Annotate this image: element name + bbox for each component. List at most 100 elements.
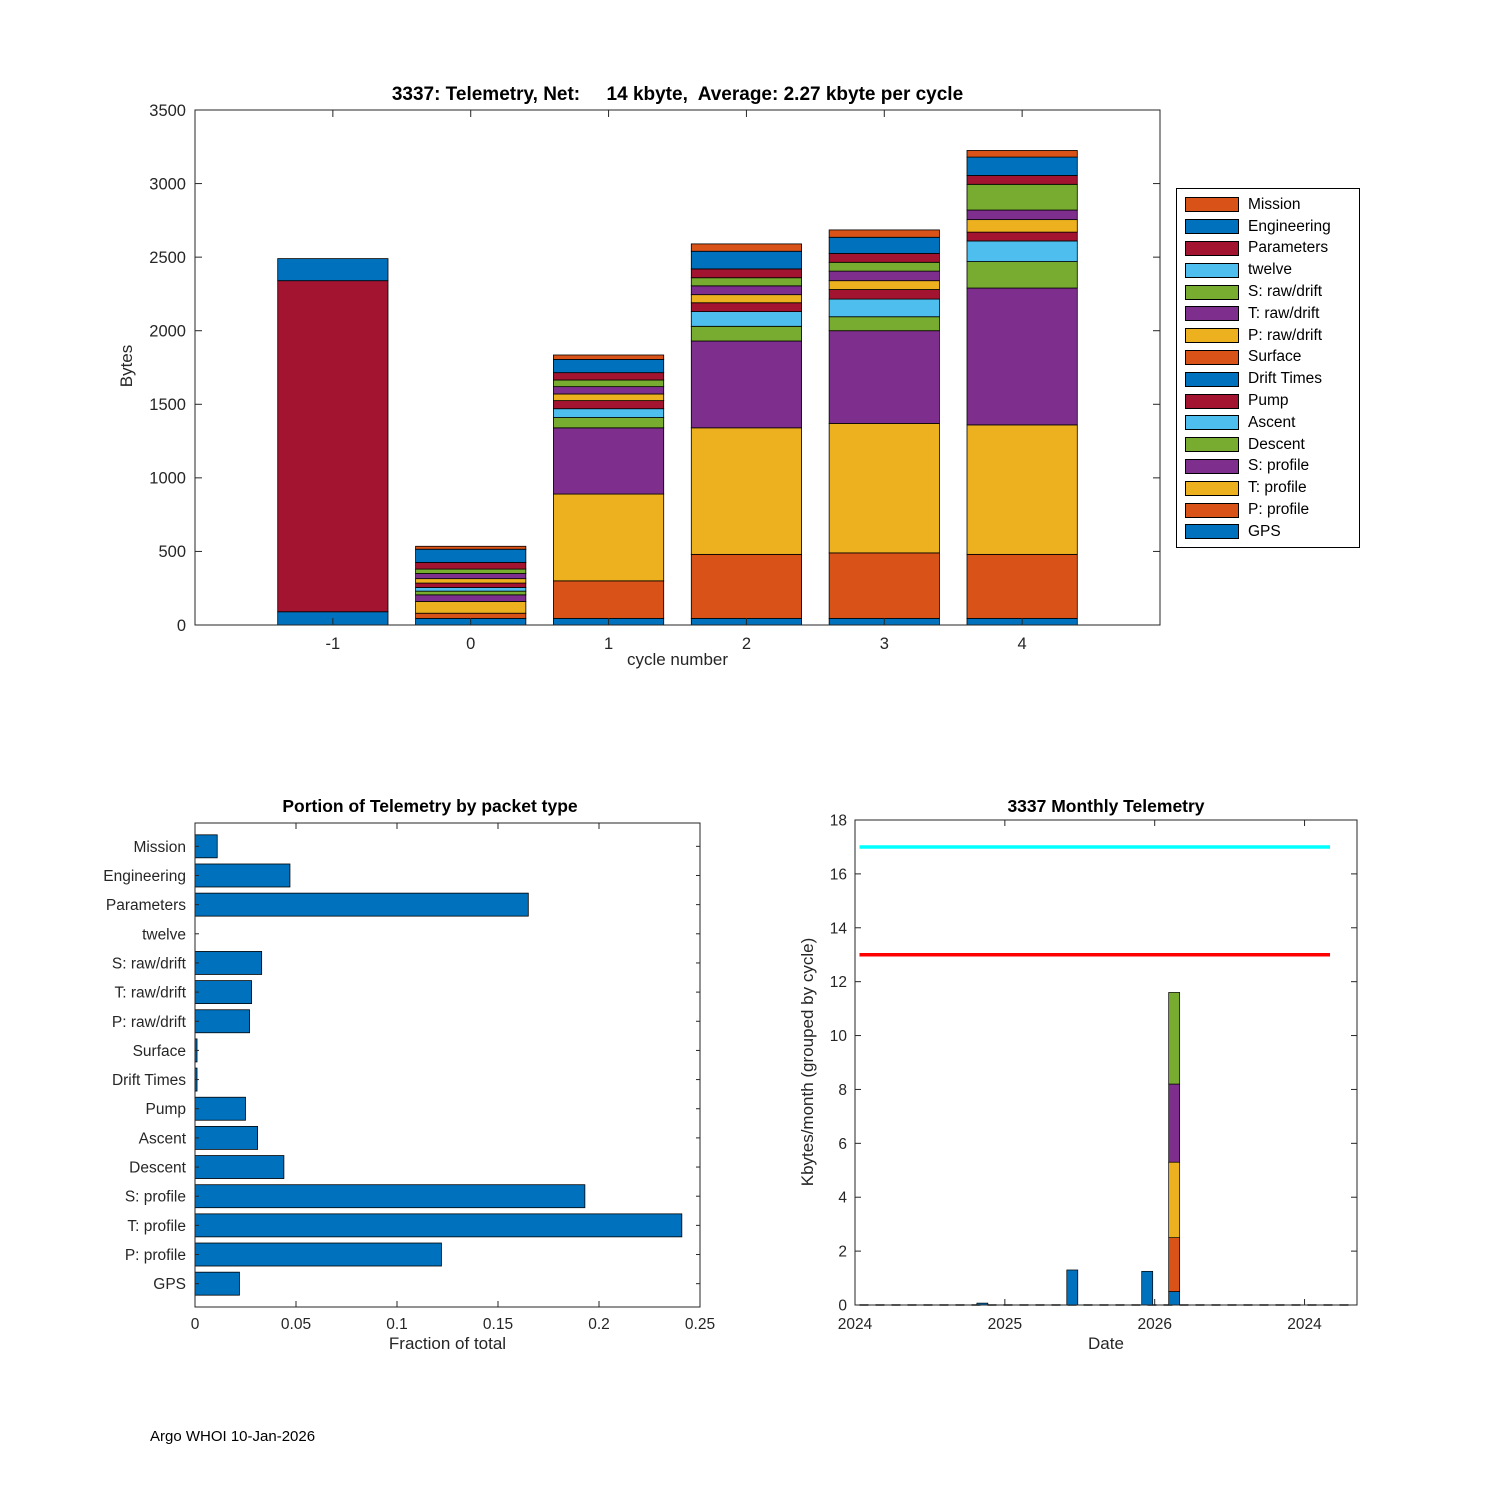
tick-label: 0 xyxy=(191,1316,200,1333)
legend-label: GPS xyxy=(1248,522,1281,540)
tick-label: 2026 xyxy=(1137,1316,1171,1333)
top-chart-title: 3337: Telemetry, Net: 14 kbyte, Average:… xyxy=(391,84,964,105)
tick-label: 18 xyxy=(830,813,847,830)
figure-footer: Argo WHOI 10-Jan-2026 xyxy=(150,1428,316,1445)
tick-label: 3 xyxy=(880,635,889,653)
legend-label: Mission xyxy=(1248,195,1301,213)
tick-label: 1000 xyxy=(149,470,186,488)
legend-item-p-raw-drift: P: raw/drift xyxy=(1185,325,1359,347)
legend-color-patch xyxy=(1185,197,1239,213)
tick-label: Drift Times xyxy=(112,1072,186,1089)
monthly-bar-segment xyxy=(1168,1237,1181,1292)
legend-label: T: profile xyxy=(1248,479,1307,497)
tick-label: Surface xyxy=(133,1043,186,1060)
tick-label: 0 xyxy=(838,1298,847,1315)
tick-label: 2 xyxy=(838,1244,847,1261)
legend-label: T: raw/drift xyxy=(1248,304,1320,322)
tick-label: 8 xyxy=(838,1082,847,1099)
tick-label: 0.1 xyxy=(386,1316,408,1333)
tick-label: 1 xyxy=(604,635,613,653)
legend-label: Surface xyxy=(1248,348,1302,366)
tick-label: 6 xyxy=(838,1136,847,1153)
monthly-bar-segment xyxy=(1168,1083,1181,1163)
legend-color-patch xyxy=(1185,240,1239,256)
monthly-chart-title: 3337 Monthly Telemetry xyxy=(1007,796,1205,816)
tick-label: 3500 xyxy=(149,102,186,120)
tick-label: 0.2 xyxy=(588,1316,610,1333)
legend-color-patch xyxy=(1185,306,1239,322)
tick-label: 2500 xyxy=(149,249,186,267)
legend-item-pump: Pump xyxy=(1185,390,1359,412)
tick-label: 2 xyxy=(742,635,751,653)
tick-label: Pump xyxy=(146,1101,187,1118)
tick-label: 500 xyxy=(158,543,186,561)
legend-label: P: profile xyxy=(1248,501,1310,519)
legend-label: Pump xyxy=(1248,392,1289,410)
tick-label: -1 xyxy=(326,635,341,653)
tick-label: P: raw/drift xyxy=(112,1014,187,1031)
monthly-chart-ylabel: Kbytes/month (grouped by cycle) xyxy=(798,937,817,1187)
top-chart-xlabel: cycle number xyxy=(626,650,729,669)
legend-label: Descent xyxy=(1248,435,1305,453)
legend-color-patch xyxy=(1185,284,1239,300)
legend-item-t-raw-drift: T: raw/drift xyxy=(1185,303,1359,325)
tick-label: twelve xyxy=(142,926,186,943)
tick-label: 3000 xyxy=(149,175,186,193)
legend-item-engineering: Engineering xyxy=(1185,216,1359,238)
tick-label: Descent xyxy=(129,1160,187,1177)
tick-label: 14 xyxy=(830,920,848,937)
legend-item-twelve: twelve xyxy=(1185,259,1359,281)
bar-segment-parameters xyxy=(277,280,389,613)
tick-label: 1500 xyxy=(149,396,186,414)
tick-label: 0.15 xyxy=(483,1316,513,1333)
legend-color-patch xyxy=(1185,349,1239,365)
tick-label: S: raw/drift xyxy=(112,955,187,972)
legend-item-surface: Surface xyxy=(1185,347,1359,369)
legend-color-patch xyxy=(1185,524,1239,540)
legend-item-t-profile: T: profile xyxy=(1185,477,1359,499)
axes-box xyxy=(194,822,701,1308)
tick-label: Ascent xyxy=(139,1130,187,1147)
tick-label: Mission xyxy=(133,839,186,856)
monthly-bar-segment xyxy=(1066,1269,1079,1306)
legend-label: P: raw/drift xyxy=(1248,326,1323,344)
legend-color-patch xyxy=(1185,415,1239,431)
bar-segment-mission xyxy=(690,243,802,252)
monthly-bar-segment xyxy=(1168,1161,1181,1238)
legend-label: S: raw/drift xyxy=(1248,283,1323,301)
tick-label: Parameters xyxy=(106,897,186,914)
legend-color-patch xyxy=(1185,480,1239,496)
legend-color-patch xyxy=(1185,219,1239,235)
legend-item-p-profile: P: profile xyxy=(1185,499,1359,521)
tick-label: 0 xyxy=(466,635,475,653)
legend-item-mission: Mission xyxy=(1185,194,1359,216)
legend-item-s-profile: S: profile xyxy=(1185,456,1359,478)
legend-color-patch xyxy=(1185,371,1239,387)
portion-chart-xlabel: Fraction of total xyxy=(388,1334,507,1353)
legend-item-ascent: Ascent xyxy=(1185,412,1359,434)
tick-label: P: profile xyxy=(125,1247,186,1264)
legend-label: Engineering xyxy=(1248,217,1331,235)
legend-color-patch xyxy=(1185,458,1239,474)
tick-label: 2000 xyxy=(149,323,186,341)
packet-type-legend: Mission Engineering Parameters twelve S: raw… xyxy=(1176,188,1360,548)
bar-segment-s-profile xyxy=(828,330,940,424)
legend-label: Ascent xyxy=(1248,413,1296,431)
legend-label: twelve xyxy=(1248,261,1292,279)
tick-label: 0.05 xyxy=(281,1316,311,1333)
tick-label: 12 xyxy=(830,974,847,991)
legend-label: S: profile xyxy=(1248,457,1310,475)
tick-label: Engineering xyxy=(103,868,186,885)
tick-label: S: profile xyxy=(125,1189,186,1206)
legend-color-patch xyxy=(1185,502,1239,518)
bar-segment-engineering xyxy=(277,258,389,282)
bar-segment-s-profile xyxy=(690,340,802,429)
tick-label: 10 xyxy=(830,1028,848,1045)
bar-segment-mission xyxy=(966,150,1078,158)
bar-segment-p-profile xyxy=(966,553,1078,619)
tick-label: 4 xyxy=(1018,635,1027,653)
